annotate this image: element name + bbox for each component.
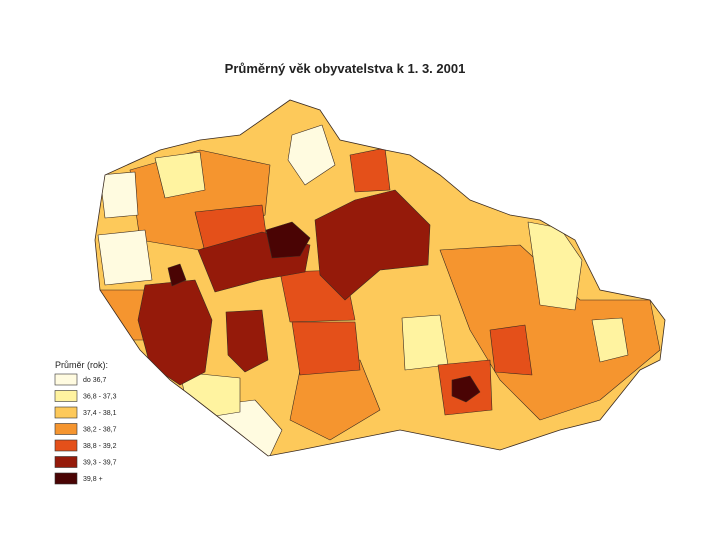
- legend-label: 36,8 - 37,3: [83, 393, 117, 400]
- legend-swatch: [54, 423, 78, 435]
- legend: do 36,7 36,8 - 37,3 37,4 - 38,1 38,2 - 38,7…: [54, 373, 117, 485]
- legend-swatch: [54, 456, 78, 468]
- legend-swatch: [54, 472, 78, 485]
- map-title: Průměrný věk obyvatelstva k 1. 3. 2001: [225, 61, 466, 76]
- district: [154, 151, 206, 199]
- district: [97, 229, 153, 286]
- map: [95, 100, 665, 456]
- legend-swatch: [54, 439, 78, 452]
- district: [287, 124, 336, 186]
- border: [94, 99, 666, 457]
- district: [451, 375, 481, 403]
- legend-label: do 36,7: [83, 377, 106, 384]
- district: [225, 309, 269, 373]
- district: [349, 147, 391, 193]
- district: [95, 100, 665, 456]
- legend-swatch: [54, 406, 78, 419]
- legend-swatch: [54, 390, 78, 402]
- district: [401, 314, 449, 371]
- district: [591, 317, 629, 363]
- legend-title: Průměr (rok):: [55, 360, 108, 370]
- legend-label: 39,8 +: [83, 476, 103, 483]
- legend-label: 39,3 - 39,7: [83, 459, 117, 466]
- district: [489, 324, 533, 376]
- legend-label: 37,4 - 38,1: [83, 410, 117, 417]
- district: [291, 321, 361, 376]
- district: [167, 263, 187, 287]
- district: [314, 189, 431, 301]
- legend-swatch: [54, 373, 78, 386]
- district: [265, 221, 311, 259]
- legend-label: 38,8 - 39,2: [83, 443, 117, 450]
- district: [137, 279, 213, 386]
- district: [99, 171, 139, 219]
- legend-label: 38,2 - 38,7: [83, 426, 117, 433]
